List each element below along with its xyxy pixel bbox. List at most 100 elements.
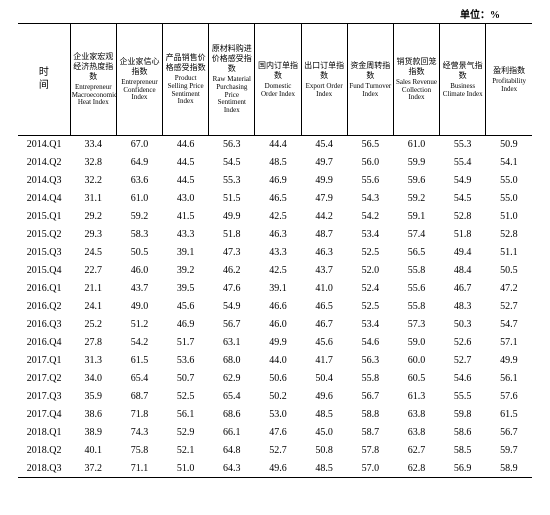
value-cell: 49.9 — [301, 172, 347, 190]
value-cell: 52.5 — [347, 244, 393, 262]
value-cell: 42.5 — [255, 262, 301, 280]
column-header: 销货款回笼指数Sales Revenue Collection Index — [393, 24, 439, 136]
value-cell: 52.5 — [163, 388, 209, 406]
column-header-en: Entrepreneur Macroeconomic Heat Index — [72, 84, 115, 107]
value-cell: 65.4 — [209, 388, 255, 406]
value-cell: 53.4 — [347, 226, 393, 244]
period-cell: 2017.Q3 — [18, 388, 70, 406]
column-header-en: Sales Revenue Collection Index — [395, 79, 438, 102]
period-cell: 2015.Q4 — [18, 262, 70, 280]
period-cell: 2015.Q1 — [18, 208, 70, 226]
value-cell: 51.0 — [486, 208, 532, 226]
value-cell: 52.8 — [486, 226, 532, 244]
table-body: 2014.Q133.467.044.656.344.445.456.561.05… — [18, 136, 532, 478]
column-header: 国内订单指数Domestic Order Index — [255, 24, 301, 136]
value-cell: 48.5 — [301, 460, 347, 478]
value-cell: 29.2 — [70, 208, 116, 226]
table-row: 2015.Q324.550.539.147.343.346.352.556.54… — [18, 244, 532, 262]
value-cell: 65.4 — [116, 370, 162, 388]
value-cell: 39.1 — [163, 244, 209, 262]
value-cell: 60.0 — [393, 352, 439, 370]
table-row: 2014.Q133.467.044.656.344.445.456.561.05… — [18, 136, 532, 154]
period-cell: 2016.Q3 — [18, 316, 70, 334]
value-cell: 68.0 — [209, 352, 255, 370]
value-cell: 55.8 — [347, 370, 393, 388]
value-cell: 58.3 — [116, 226, 162, 244]
table-row: 2017.Q131.361.553.668.044.041.756.360.05… — [18, 352, 532, 370]
column-header-en: Entrepreneur Confidence Index — [118, 79, 161, 102]
value-cell: 51.8 — [440, 226, 486, 244]
value-cell: 49.0 — [116, 298, 162, 316]
value-cell: 50.3 — [440, 316, 486, 334]
value-cell: 45.6 — [301, 334, 347, 352]
time-header: 时 间 — [18, 24, 70, 136]
value-cell: 52.6 — [440, 334, 486, 352]
table-row: 2016.Q325.251.246.956.746.046.753.457.35… — [18, 316, 532, 334]
value-cell: 61.3 — [393, 388, 439, 406]
value-cell: 32.2 — [70, 172, 116, 190]
value-cell: 54.3 — [347, 190, 393, 208]
value-cell: 60.5 — [393, 370, 439, 388]
value-cell: 52.7 — [440, 352, 486, 370]
value-cell: 52.7 — [486, 298, 532, 316]
value-cell: 49.6 — [255, 460, 301, 478]
value-cell: 61.0 — [116, 190, 162, 208]
value-cell: 47.6 — [255, 424, 301, 442]
value-cell: 57.4 — [393, 226, 439, 244]
value-cell: 56.3 — [347, 352, 393, 370]
value-cell: 43.7 — [301, 262, 347, 280]
value-cell: 68.7 — [116, 388, 162, 406]
value-cell: 49.9 — [209, 208, 255, 226]
value-cell: 54.6 — [347, 334, 393, 352]
value-cell: 55.0 — [486, 172, 532, 190]
column-header-en: Business Climate Index — [441, 83, 484, 98]
table-head: 时 间企业家宏观经济热度指数Entrepreneur Macroeconomic… — [18, 24, 532, 136]
table-row: 2017.Q335.968.752.565.450.249.656.761.35… — [18, 388, 532, 406]
value-cell: 63.8 — [393, 424, 439, 442]
value-cell: 34.0 — [70, 370, 116, 388]
value-cell: 56.1 — [486, 370, 532, 388]
value-cell: 50.5 — [486, 262, 532, 280]
value-cell: 51.0 — [163, 460, 209, 478]
value-cell: 63.6 — [116, 172, 162, 190]
value-cell: 22.7 — [70, 262, 116, 280]
column-header: 企业家信心指数Entrepreneur Confidence Index — [116, 24, 162, 136]
table-row: 2016.Q121.143.739.547.639.141.052.455.64… — [18, 280, 532, 298]
column-header: 盈利指数Profitability Index — [486, 24, 532, 136]
value-cell: 56.0 — [347, 154, 393, 172]
value-cell: 50.7 — [163, 370, 209, 388]
value-cell: 50.2 — [255, 388, 301, 406]
value-cell: 46.9 — [163, 316, 209, 334]
period-cell: 2014.Q4 — [18, 190, 70, 208]
value-cell: 59.9 — [393, 154, 439, 172]
value-cell: 46.0 — [255, 316, 301, 334]
table-row: 2017.Q438.671.856.168.653.048.558.863.85… — [18, 406, 532, 424]
unit-label: 单位：% — [18, 6, 532, 21]
value-cell: 38.9 — [70, 424, 116, 442]
value-cell: 56.1 — [163, 406, 209, 424]
period-cell: 2018.Q1 — [18, 424, 70, 442]
value-cell: 39.2 — [163, 262, 209, 280]
period-cell: 2015.Q2 — [18, 226, 70, 244]
value-cell: 74.3 — [116, 424, 162, 442]
value-cell: 39.1 — [255, 280, 301, 298]
table-row: 2018.Q138.974.352.966.147.645.058.763.85… — [18, 424, 532, 442]
value-cell: 61.5 — [116, 352, 162, 370]
value-cell: 37.2 — [70, 460, 116, 478]
value-cell: 55.6 — [393, 280, 439, 298]
value-cell: 49.9 — [255, 334, 301, 352]
value-cell: 59.8 — [440, 406, 486, 424]
value-cell: 62.7 — [393, 442, 439, 460]
value-cell: 47.9 — [301, 190, 347, 208]
value-cell: 56.7 — [347, 388, 393, 406]
value-cell: 52.7 — [255, 442, 301, 460]
value-cell: 50.9 — [486, 136, 532, 154]
value-cell: 52.8 — [440, 208, 486, 226]
value-cell: 51.8 — [209, 226, 255, 244]
value-cell: 59.2 — [393, 190, 439, 208]
period-cell: 2015.Q3 — [18, 244, 70, 262]
table-row: 2016.Q224.149.045.654.946.646.552.555.84… — [18, 298, 532, 316]
value-cell: 64.3 — [209, 460, 255, 478]
value-cell: 68.6 — [209, 406, 255, 424]
value-cell: 49.6 — [301, 388, 347, 406]
